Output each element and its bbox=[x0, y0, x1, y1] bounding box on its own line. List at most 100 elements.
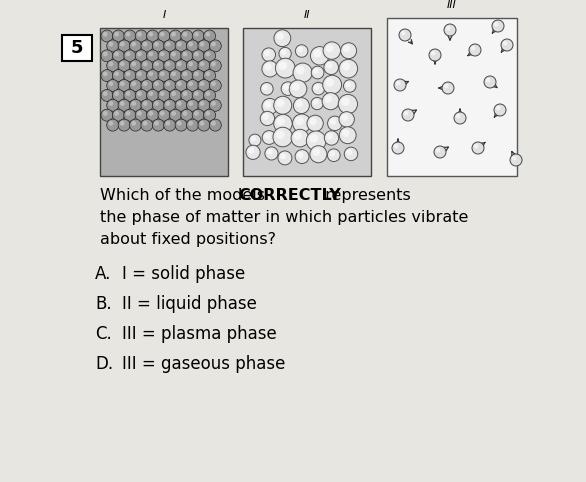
Circle shape bbox=[188, 42, 193, 46]
Circle shape bbox=[135, 30, 147, 42]
Circle shape bbox=[274, 30, 291, 47]
Circle shape bbox=[209, 40, 222, 52]
Text: A.: A. bbox=[95, 265, 111, 283]
Circle shape bbox=[314, 49, 322, 58]
Circle shape bbox=[274, 96, 292, 114]
Circle shape bbox=[341, 114, 348, 121]
Circle shape bbox=[326, 78, 334, 87]
Circle shape bbox=[192, 69, 204, 81]
Circle shape bbox=[114, 91, 119, 96]
Circle shape bbox=[339, 127, 356, 144]
Circle shape bbox=[324, 131, 339, 145]
Circle shape bbox=[262, 61, 278, 77]
Circle shape bbox=[124, 30, 136, 42]
Circle shape bbox=[486, 78, 490, 82]
Circle shape bbox=[183, 91, 188, 96]
Circle shape bbox=[146, 69, 159, 81]
Circle shape bbox=[107, 99, 119, 111]
Circle shape bbox=[291, 129, 309, 147]
Circle shape bbox=[436, 148, 441, 152]
Text: about fixed positions?: about fixed positions? bbox=[100, 232, 276, 247]
Circle shape bbox=[125, 32, 131, 37]
Circle shape bbox=[148, 71, 153, 76]
Circle shape bbox=[108, 81, 113, 86]
Circle shape bbox=[343, 80, 356, 92]
Circle shape bbox=[211, 62, 216, 67]
Circle shape bbox=[120, 62, 125, 67]
Circle shape bbox=[274, 114, 292, 133]
Circle shape bbox=[120, 121, 125, 126]
Circle shape bbox=[160, 32, 165, 37]
Text: the phase of matter in which particles vibrate: the phase of matter in which particles v… bbox=[100, 210, 468, 225]
Circle shape bbox=[273, 127, 292, 147]
Circle shape bbox=[108, 62, 113, 67]
Circle shape bbox=[186, 119, 199, 131]
Circle shape bbox=[200, 62, 205, 67]
Circle shape bbox=[211, 101, 216, 106]
Circle shape bbox=[206, 32, 210, 37]
Circle shape bbox=[206, 111, 210, 116]
Text: I: I bbox=[162, 10, 166, 20]
Circle shape bbox=[262, 98, 278, 114]
Circle shape bbox=[163, 40, 176, 52]
Circle shape bbox=[313, 68, 319, 74]
Circle shape bbox=[137, 32, 142, 37]
Circle shape bbox=[399, 29, 411, 41]
Circle shape bbox=[154, 42, 159, 46]
Circle shape bbox=[188, 121, 193, 126]
Circle shape bbox=[152, 40, 164, 52]
Circle shape bbox=[177, 81, 182, 86]
Circle shape bbox=[246, 145, 260, 160]
Circle shape bbox=[278, 61, 287, 70]
Circle shape bbox=[206, 52, 210, 56]
Circle shape bbox=[312, 82, 325, 95]
Circle shape bbox=[108, 42, 113, 46]
Circle shape bbox=[165, 62, 171, 67]
Bar bbox=[243, 28, 371, 176]
Circle shape bbox=[154, 62, 159, 67]
Circle shape bbox=[434, 146, 446, 158]
Circle shape bbox=[124, 89, 136, 101]
Circle shape bbox=[163, 119, 176, 131]
Text: III: III bbox=[447, 0, 457, 10]
Circle shape bbox=[472, 142, 484, 154]
Circle shape bbox=[175, 40, 187, 52]
Circle shape bbox=[307, 115, 323, 132]
Circle shape bbox=[309, 134, 318, 143]
Circle shape bbox=[209, 119, 222, 131]
Circle shape bbox=[324, 60, 339, 75]
Circle shape bbox=[192, 89, 204, 101]
Text: 5: 5 bbox=[71, 39, 83, 57]
Circle shape bbox=[130, 60, 141, 72]
Circle shape bbox=[163, 99, 176, 111]
Circle shape bbox=[171, 71, 176, 76]
Circle shape bbox=[211, 81, 216, 86]
Circle shape bbox=[326, 62, 333, 69]
Circle shape bbox=[209, 80, 222, 92]
Bar bbox=[62, 35, 92, 61]
Text: C.: C. bbox=[95, 325, 112, 343]
Circle shape bbox=[186, 60, 199, 72]
Circle shape bbox=[143, 121, 148, 126]
Circle shape bbox=[107, 40, 119, 52]
Circle shape bbox=[283, 84, 289, 90]
Circle shape bbox=[294, 98, 309, 114]
Circle shape bbox=[160, 111, 165, 116]
Circle shape bbox=[198, 80, 210, 92]
Circle shape bbox=[120, 81, 125, 86]
Circle shape bbox=[209, 60, 222, 72]
Circle shape bbox=[103, 91, 108, 96]
Circle shape bbox=[130, 40, 141, 52]
Circle shape bbox=[338, 94, 357, 114]
Circle shape bbox=[131, 42, 136, 46]
Circle shape bbox=[141, 119, 153, 131]
Circle shape bbox=[454, 112, 466, 124]
Circle shape bbox=[135, 89, 147, 101]
Circle shape bbox=[103, 32, 108, 37]
Circle shape bbox=[160, 71, 165, 76]
Circle shape bbox=[192, 50, 204, 62]
Circle shape bbox=[494, 104, 506, 116]
Circle shape bbox=[143, 81, 148, 86]
Circle shape bbox=[186, 99, 199, 111]
Circle shape bbox=[277, 99, 285, 107]
